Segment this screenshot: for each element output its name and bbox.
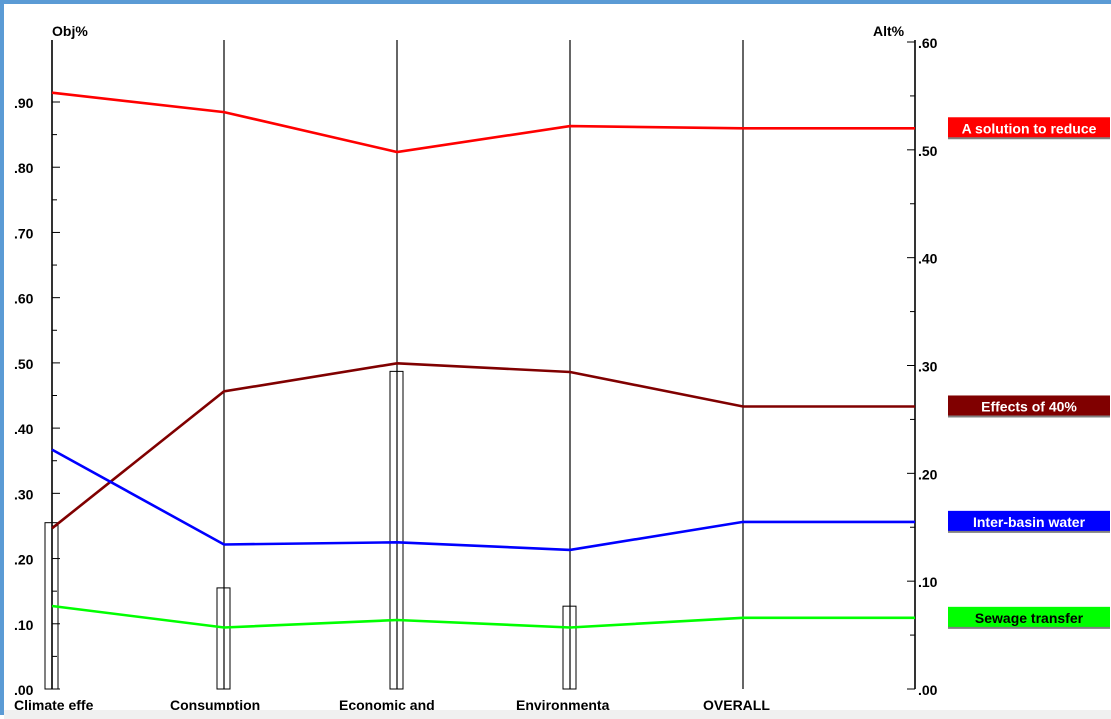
- right-axis-label: Alt%: [873, 23, 905, 39]
- category-label: Climate effe: [14, 697, 94, 713]
- left-tick-label: .70: [14, 225, 34, 241]
- left-tick-label: .20: [14, 552, 34, 568]
- series-label: Effects of 40%: [948, 395, 1110, 418]
- left-tick-label: .30: [14, 486, 34, 502]
- series-label-text: Sewage transfer: [975, 610, 1084, 626]
- series-label-text: Effects of 40%: [981, 398, 1077, 414]
- series-label: Sewage transfer: [948, 606, 1110, 629]
- category-label: Economic and: [339, 697, 435, 713]
- left-axis-label: Obj%: [52, 23, 88, 39]
- left-tick-label: .80: [14, 160, 34, 176]
- category-label: OVERALL: [703, 697, 770, 713]
- series-line: [51, 604, 915, 629]
- series-line: [51, 448, 915, 552]
- series-line: [51, 91, 915, 154]
- right-tick-label: .30: [918, 359, 938, 375]
- right-tick-label: .20: [918, 466, 938, 482]
- right-tick-label: .40: [918, 251, 938, 267]
- series-label-text: A solution to reduce: [962, 120, 1097, 136]
- left-tick-label: .90: [14, 95, 34, 111]
- right-tick-label: .10: [918, 574, 938, 590]
- right-tick-label: .60: [918, 35, 938, 51]
- left-tick-label: .00: [14, 682, 34, 698]
- series-label-box: [948, 395, 1110, 417]
- category-label: Consumption: [170, 697, 260, 713]
- series-label: Inter-basin water: [948, 510, 1110, 533]
- series-line: [51, 361, 915, 530]
- series-label-box: [948, 117, 1110, 139]
- series-label: A solution to reduce: [948, 117, 1110, 140]
- left-tick-label: .10: [14, 617, 34, 633]
- sensitivity-chart: .00 .10 .20 .30 .40 .50 .60 .70 .80 .90 .00 .10 .20.…: [14, 23, 1110, 713]
- left-tick-label: .60: [14, 291, 34, 307]
- category-label: Environmenta: [516, 697, 610, 713]
- series-label-box: [948, 510, 1110, 532]
- left-tick-label: .40: [14, 421, 34, 437]
- right-tick-label: .00: [918, 682, 938, 698]
- series-label-text: Inter-basin water: [973, 514, 1086, 530]
- series-label-box: [948, 606, 1110, 628]
- right-tick-label: .50: [918, 143, 938, 159]
- left-tick-label: .50: [14, 356, 34, 372]
